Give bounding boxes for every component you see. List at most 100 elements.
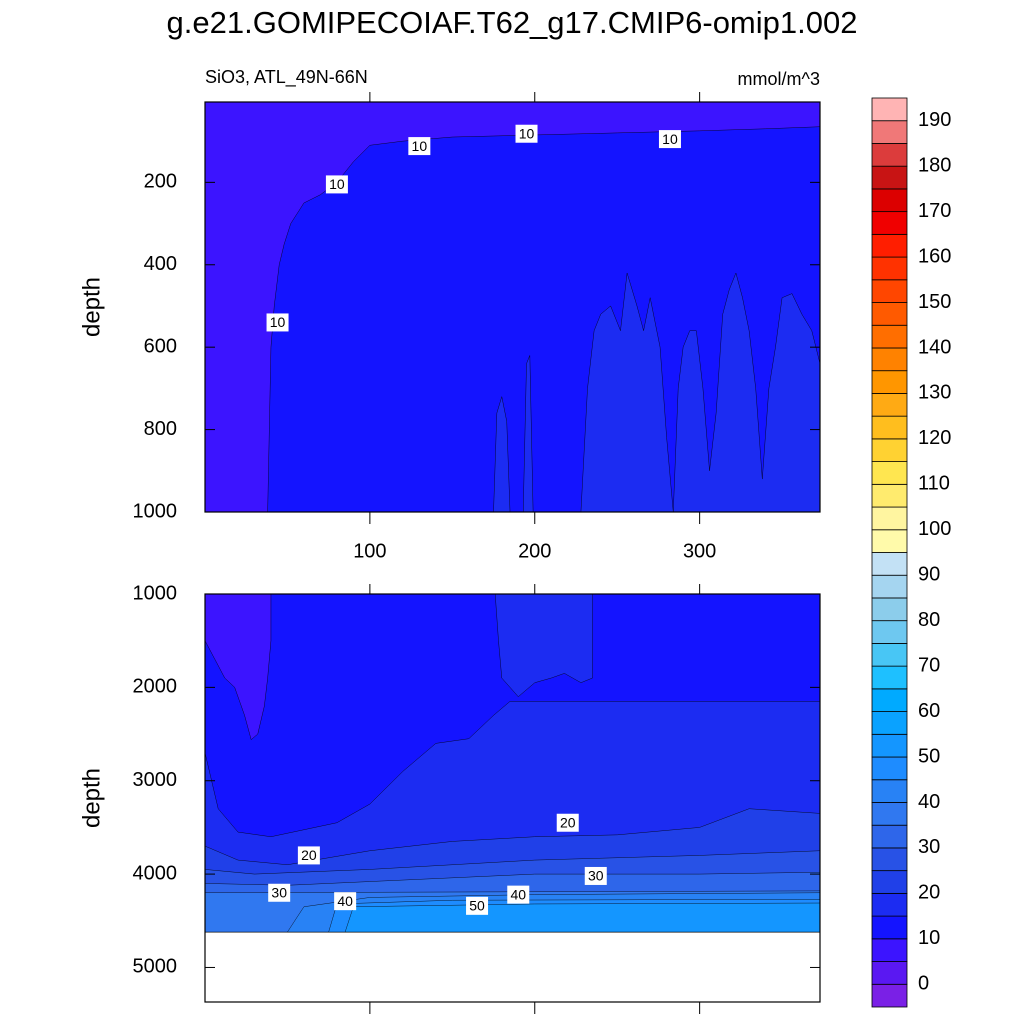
contour-label: 20	[560, 814, 576, 830]
contour-label-bg	[584, 866, 607, 885]
contour-label: 10	[662, 131, 678, 147]
y-tick-label: 5000	[133, 956, 178, 978]
y-tick-label: 1000	[133, 582, 178, 604]
contour-label-bg	[266, 313, 289, 332]
colorbar-label: 10	[918, 927, 940, 949]
x-tick-label: 300	[683, 540, 716, 562]
colorbar-box	[871, 506, 908, 531]
contour-label: 50	[469, 898, 485, 914]
colorbar-label: 120	[918, 427, 951, 449]
colorbar-box	[871, 802, 908, 826]
colorbar-label: 0	[918, 973, 929, 995]
colorbar-box	[871, 483, 908, 508]
colorbar-box	[871, 824, 908, 849]
colorbar-box	[871, 415, 908, 440]
colorbar-label: 170	[918, 200, 951, 222]
colorbar-box	[871, 711, 908, 735]
colorbar-label: 160	[918, 245, 951, 267]
colorbar-box	[871, 665, 908, 690]
colorbar-label: 60	[918, 700, 940, 722]
contour-label-bg	[297, 846, 320, 865]
colorbar-label: 150	[918, 291, 951, 313]
colorbar-box	[871, 97, 908, 122]
colorbar-box	[871, 370, 908, 394]
y-tick-label: 4000	[133, 862, 178, 884]
x-tick-label: 200	[518, 540, 551, 562]
plot-area	[205, 594, 820, 933]
contour-label-bg	[658, 130, 681, 149]
colorbar-box	[871, 143, 908, 167]
colorbar-label: 80	[918, 609, 940, 631]
plot-frame	[204, 101, 821, 513]
colorbar-box	[871, 915, 908, 940]
colorbar-label: 180	[918, 154, 951, 176]
colorbar-box	[871, 688, 908, 712]
colorbar-box	[871, 256, 908, 281]
contour-label: 40	[337, 893, 353, 909]
colorbar-label: 140	[918, 336, 951, 358]
colorbar-box	[871, 529, 908, 553]
contour-label: 10	[329, 176, 345, 192]
colorbar-box	[871, 324, 908, 349]
colorbar-box	[871, 597, 908, 622]
colorbar-label: 190	[918, 109, 951, 131]
contour-label-bg	[325, 175, 348, 194]
colorbar-box	[871, 847, 908, 872]
colorbar-box	[871, 574, 908, 599]
y-tick-label: 400	[144, 253, 177, 275]
colorbar-box	[871, 961, 908, 985]
contour-region	[205, 594, 272, 741]
colorbar-label: 50	[918, 745, 940, 767]
colorbar-label: 40	[918, 791, 940, 813]
units: mmol/m^3	[738, 69, 820, 89]
contour-label: 30	[588, 868, 604, 884]
y-tick-label: 600	[144, 335, 177, 357]
contour-label-bg	[268, 883, 291, 902]
colorbar-box	[871, 779, 908, 803]
colorbar-box	[871, 552, 908, 576]
colorbar-box	[871, 165, 908, 190]
colorbar-label: 90	[918, 564, 940, 586]
subtitle: SiO3, ATL_49N-66N	[205, 67, 368, 88]
contour-label-bg	[408, 137, 431, 156]
colorbar-label: 100	[918, 518, 951, 540]
contour-label: 40	[510, 886, 526, 902]
colorbar-box	[871, 938, 908, 962]
colorbar-box	[871, 461, 908, 485]
colorbar-label: 110	[918, 473, 950, 495]
x-tick-label: 100	[353, 540, 386, 562]
contour-label: 30	[271, 884, 287, 900]
contour-label: 10	[412, 138, 428, 154]
contour-region	[344, 902, 820, 933]
colorbar-box	[871, 279, 908, 303]
contour-region	[523, 355, 534, 512]
colorbar-label: 70	[918, 654, 940, 676]
contour-region	[493, 396, 511, 512]
contour-region	[580, 272, 820, 512]
chart-title: g.e21.GOMIPECOIAF.T62_g17.CMIP6-omip1.00…	[167, 5, 858, 40]
colorbar-box	[871, 756, 908, 781]
y-tick-label: 800	[144, 418, 177, 440]
colorbar-box	[871, 211, 908, 235]
y-tick-label: 1000	[133, 500, 178, 522]
contour-label-bg	[507, 885, 530, 904]
colorbar-box	[871, 233, 908, 258]
colorbar-box	[871, 188, 908, 213]
plot-area	[205, 102, 820, 512]
contour-label-bg	[515, 124, 538, 143]
colorbar-label: 30	[918, 836, 940, 858]
colorbar-box	[871, 870, 908, 894]
contour-region	[205, 102, 820, 512]
colorbar-box	[871, 120, 908, 144]
contour-label: 10	[270, 314, 286, 330]
y-tick-label: 2000	[133, 676, 178, 698]
contour-label: 20	[301, 847, 317, 863]
contour-label-bg	[334, 892, 357, 911]
contour-label-bg	[466, 896, 489, 915]
colorbar-box	[871, 438, 908, 463]
plot-frame	[204, 593, 821, 1003]
y-axis-label: depth	[78, 277, 105, 337]
y-tick-label: 200	[144, 171, 177, 193]
contour-label: 10	[519, 125, 535, 141]
